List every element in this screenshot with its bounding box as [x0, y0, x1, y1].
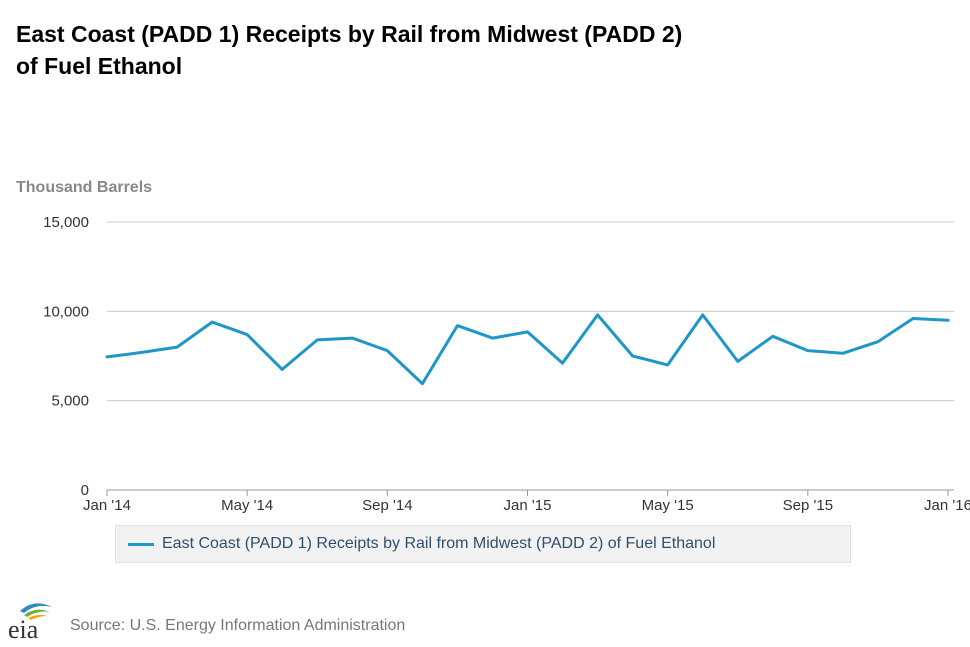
data-point[interactable]: [138, 348, 146, 356]
data-point[interactable]: [804, 347, 812, 355]
data-point[interactable]: [348, 334, 356, 342]
source-note: Source: U.S. Energy Information Administ…: [70, 617, 406, 634]
eia-logo: eia: [8, 603, 52, 642]
data-point[interactable]: [699, 311, 707, 319]
data-point[interactable]: [208, 318, 216, 326]
legend-swatch: [128, 542, 154, 546]
x-axis-ticks: Jan '14 May '14 Sep '14 Jan '15 May '15 Sep '…: [83, 490, 970, 514]
y-axis-label: Thousand Barrels: [16, 179, 152, 196]
data-point[interactable]: [524, 328, 532, 336]
gridlines: [107, 221, 954, 491]
y-tick-label: 15,000: [43, 214, 89, 231]
y-tick-label: 10,000: [43, 303, 89, 320]
data-point[interactable]: [488, 334, 496, 342]
data-point[interactable]: [559, 359, 567, 367]
logo-swoosh-blue: [20, 603, 52, 613]
data-point[interactable]: [243, 331, 251, 339]
y-tick-label: 0: [81, 482, 89, 499]
y-tick-label: 5,000: [51, 393, 89, 410]
data-point[interactable]: [874, 338, 882, 346]
logo-wordmark: eia: [8, 615, 39, 642]
data-point[interactable]: [839, 349, 847, 357]
data-point[interactable]: [418, 380, 426, 388]
y-axis-ticks: 0 5,000 10,000 15,000: [43, 214, 89, 499]
legend-label: East Coast (PADD 1) Receipts by Rail fro…: [162, 535, 716, 552]
logo-swoosh-yellow: [28, 614, 47, 620]
x-tick-label: Jan '16: [924, 497, 970, 514]
logo-swoosh-green: [24, 609, 50, 617]
x-tick-label: May '15: [642, 497, 694, 514]
data-point[interactable]: [103, 353, 111, 361]
x-tick-label: Jan '14: [83, 497, 131, 514]
x-tick-label: Jan '15: [504, 497, 552, 514]
data-point[interactable]: [383, 347, 391, 355]
data-point[interactable]: [173, 343, 181, 351]
data-point[interactable]: [313, 336, 321, 344]
data-point[interactable]: [734, 357, 742, 365]
x-tick-label: May '14: [221, 497, 273, 514]
data-point[interactable]: [629, 352, 637, 360]
chart-title: East Coast (PADD 1) Receipts by Rail fro…: [16, 18, 916, 82]
series-layer: [103, 311, 952, 388]
chart-title-line-1: East Coast (PADD 1) Receipts by Rail fro…: [16, 21, 683, 47]
x-tick-label: Sep '15: [783, 497, 833, 514]
data-point[interactable]: [664, 361, 672, 369]
data-point[interactable]: [278, 365, 286, 373]
data-point[interactable]: [909, 314, 917, 322]
legend[interactable]: East Coast (PADD 1) Receipts by Rail fro…: [115, 525, 851, 563]
chart-title-line-2: of Fuel Ethanol: [16, 53, 183, 79]
data-point[interactable]: [769, 332, 777, 340]
data-point[interactable]: [594, 311, 602, 319]
series-line[interactable]: [105, 313, 950, 386]
data-point[interactable]: [944, 316, 952, 324]
x-tick-label: Sep '14: [362, 497, 412, 514]
data-point[interactable]: [453, 322, 461, 330]
